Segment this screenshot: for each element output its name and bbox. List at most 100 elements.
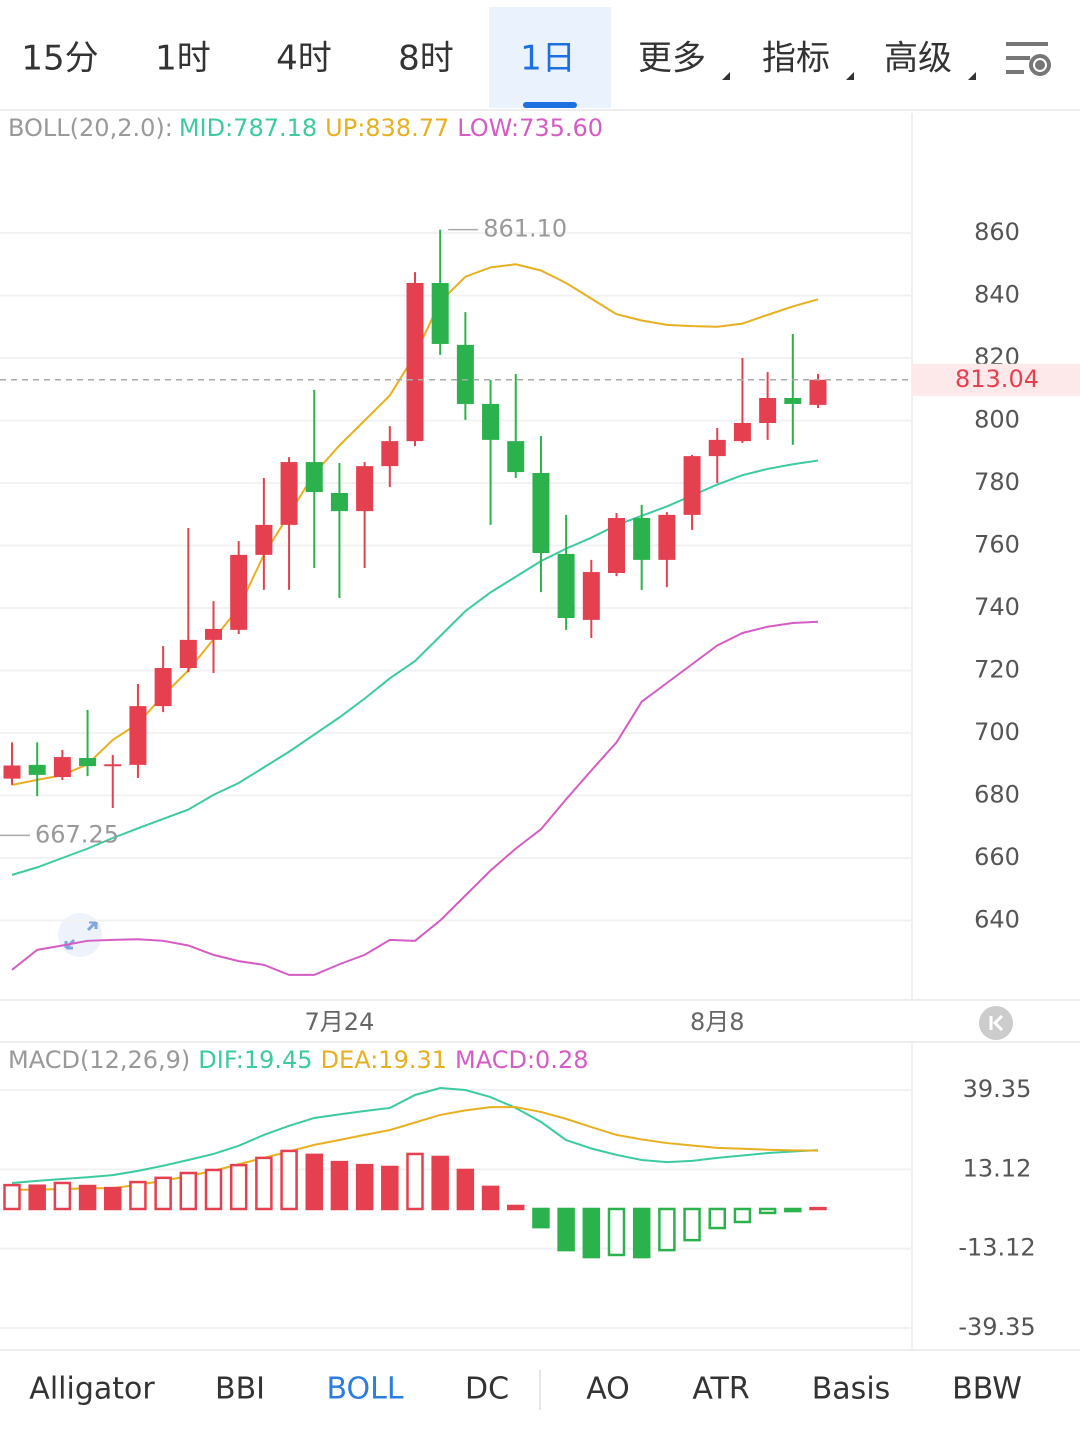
- legend-item: MACD:0.28: [455, 1046, 588, 1074]
- candle-body: [733, 423, 751, 442]
- legend-item: DIF:19.45: [198, 1046, 312, 1074]
- macd-bar: [607, 1207, 626, 1257]
- y-tick-label: 740: [974, 593, 1020, 621]
- legend-item: DEA:19.31: [321, 1046, 447, 1074]
- macd-bar: [632, 1207, 651, 1259]
- y-tick-label: 760: [974, 531, 1020, 559]
- macd-bar: [179, 1171, 198, 1211]
- indicator-tab[interactable]: ATR: [692, 1372, 749, 1407]
- candle-body: [205, 628, 222, 640]
- y-tick-label: 700: [974, 718, 1020, 746]
- candle-body: [809, 379, 827, 405]
- legend-item: MID:787.18: [179, 114, 317, 142]
- dropdown-arrow: [722, 72, 730, 80]
- y-tick-label: 800: [974, 406, 1020, 434]
- indicator-tab[interactable]: BBI: [215, 1372, 265, 1407]
- period-tab[interactable]: 1时: [155, 39, 211, 79]
- y-tick-label: 860: [974, 218, 1020, 246]
- candle-body: [633, 518, 651, 560]
- menu-tab[interactable]: 更多: [638, 39, 706, 79]
- candle-body: [356, 466, 374, 512]
- y-tick-label: -13.12: [958, 1234, 1035, 1262]
- macd-bar: [78, 1184, 97, 1211]
- y-tick-label: 720: [974, 656, 1020, 684]
- legend-item: LOW:735.60: [457, 114, 603, 142]
- menu-tab[interactable]: 指标: [762, 39, 830, 79]
- macd-bar: [658, 1207, 676, 1252]
- macd-line: [11, 1087, 819, 1184]
- y-tick-label: 13.12: [963, 1154, 1032, 1182]
- macd-bar: [784, 1207, 802, 1213]
- candle-body: [179, 639, 197, 668]
- candle-body: [28, 764, 46, 775]
- x-tick-label: 7月24: [305, 1008, 375, 1036]
- macd-bar: [154, 1176, 172, 1211]
- macd-bar: [406, 1152, 424, 1211]
- candle-body: [53, 757, 71, 778]
- candle-body: [305, 462, 323, 493]
- candle-body: [129, 706, 147, 765]
- indicator-tab[interactable]: BOLL: [326, 1372, 403, 1407]
- candle-body: [3, 765, 21, 779]
- band-line: [11, 620, 819, 976]
- menu-tab[interactable]: 高级: [884, 39, 952, 79]
- candle-body: [482, 403, 500, 440]
- candle-body: [557, 553, 575, 618]
- period-tab[interactable]: 15分: [21, 39, 98, 79]
- legend-item: UP:838.77: [325, 114, 449, 142]
- candle-body: [708, 439, 726, 457]
- candle-body: [456, 344, 474, 404]
- y-tick-label: -39.35: [958, 1313, 1035, 1341]
- indicator-tab[interactable]: AO: [586, 1372, 630, 1407]
- macd-bar: [809, 1206, 827, 1211]
- candle-body: [582, 572, 600, 620]
- indicator-tab[interactable]: Basis: [812, 1372, 891, 1407]
- period-tab[interactable]: 8时: [398, 39, 454, 79]
- macd-bar: [255, 1156, 273, 1211]
- collapse-button[interactable]: [979, 1006, 1013, 1040]
- macd-bar: [305, 1153, 323, 1211]
- candle-body: [230, 554, 248, 630]
- candle-body: [330, 493, 348, 512]
- candle-body: [608, 518, 625, 573]
- indicator-tab[interactable]: DC: [465, 1372, 509, 1407]
- indicator-tab[interactable]: Alligator: [29, 1372, 155, 1407]
- macd-bar: [381, 1165, 399, 1211]
- macd-bar: [204, 1168, 223, 1211]
- period-tab[interactable]: 1日: [520, 39, 576, 79]
- indicator-tab[interactable]: BBW: [952, 1372, 1022, 1407]
- y-tick-label: 640: [974, 906, 1020, 934]
- last-price-label: 813.04: [955, 365, 1039, 393]
- indicator-legend: MACD(12,26,9) DIF:19.45 DEA:19.31 MACD:0.28: [8, 1046, 588, 1074]
- annotation-label: 667.25: [35, 820, 119, 848]
- candle-body: [431, 283, 449, 344]
- macd-bar: [733, 1207, 752, 1224]
- legend-title: BOLL(20,2.0):: [8, 114, 173, 142]
- macd-bar: [532, 1207, 550, 1229]
- settings-icon[interactable]: [1006, 42, 1051, 76]
- y-tick-label: 780: [974, 468, 1020, 496]
- macd-bar: [481, 1185, 500, 1211]
- macd-bar: [3, 1183, 21, 1211]
- last-price-box: [912, 363, 1080, 396]
- macd-bar: [431, 1155, 449, 1211]
- macd-bar: [28, 1184, 46, 1211]
- period-tab[interactable]: 4时: [276, 39, 332, 79]
- y-tick-label: 39.35: [963, 1075, 1032, 1103]
- y-tick-label: 660: [974, 843, 1020, 871]
- y-tick-label: 840: [974, 281, 1020, 309]
- macd-bar: [104, 1186, 122, 1211]
- macd-bar: [229, 1163, 248, 1211]
- legend-title: MACD(12,26,9): [8, 1046, 190, 1074]
- candle-body: [104, 764, 122, 767]
- macd-bar: [557, 1207, 575, 1252]
- macd-bar: [355, 1163, 374, 1211]
- macd-bar: [330, 1160, 349, 1211]
- candle-body: [406, 283, 424, 442]
- candle-body: [79, 758, 97, 767]
- macd-bar: [708, 1207, 726, 1230]
- candle-body: [381, 441, 399, 467]
- dropdown-arrow: [968, 72, 976, 80]
- tab-underline: [523, 102, 577, 108]
